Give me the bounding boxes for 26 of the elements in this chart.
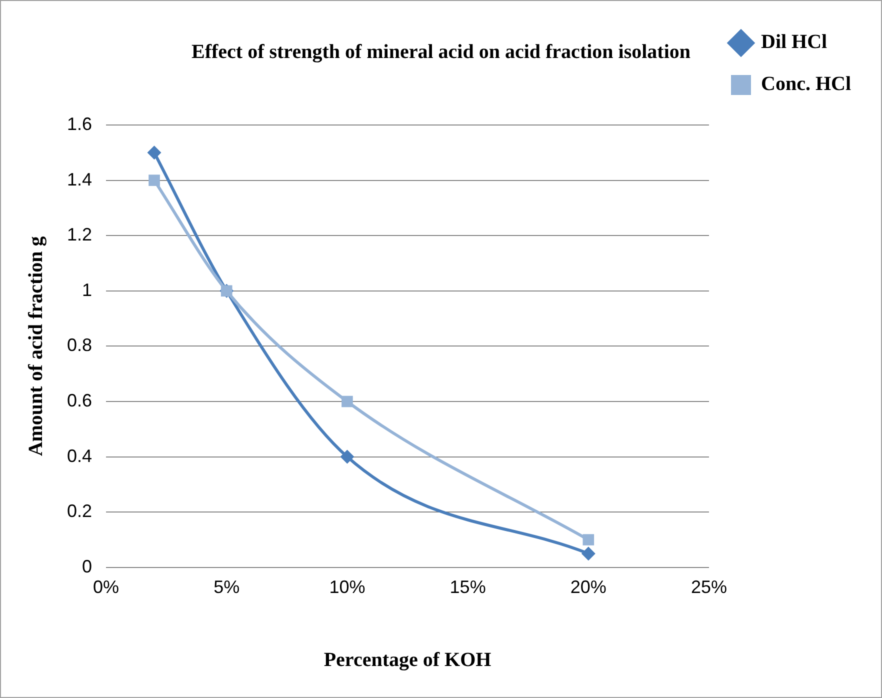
point: [582, 534, 594, 546]
y-tick-label: 0.6: [66, 390, 92, 410]
legend-label: Dil HCl: [761, 31, 828, 54]
point: [147, 146, 162, 160]
x-tick-label: 10%: [329, 577, 366, 598]
x-tick-label: 20%: [570, 577, 606, 598]
y-tick-label: 0.4: [66, 446, 92, 466]
x-tick-label: 25%: [690, 577, 728, 598]
y-tick-label: 1.2: [66, 224, 92, 245]
x-tick-label: 5%: [214, 577, 240, 598]
y-tick-label: 1.4: [66, 169, 92, 190]
y-tick-label: 0.2: [66, 501, 92, 522]
legend-label: Conc. HCl: [761, 73, 852, 96]
y-tick-label: 0.8: [66, 335, 92, 356]
y-axis-title: Amount of acid fraction g: [25, 236, 48, 456]
y-tick-label: 0: [82, 556, 92, 576]
point: [148, 174, 160, 186]
x-tick-label: 15%: [450, 577, 486, 598]
x-tick-label: 0%: [93, 577, 120, 598]
y-tick-label: 1: [82, 280, 92, 300]
x-axis-title: Percentage of KOH: [324, 649, 492, 672]
point: [581, 546, 596, 561]
point: [340, 450, 354, 464]
y-tick-label: 1.6: [66, 114, 92, 134]
chart-title: Effect of strength of mineral acid on acid fraction isolation: [191, 41, 691, 64]
point: [342, 396, 353, 408]
